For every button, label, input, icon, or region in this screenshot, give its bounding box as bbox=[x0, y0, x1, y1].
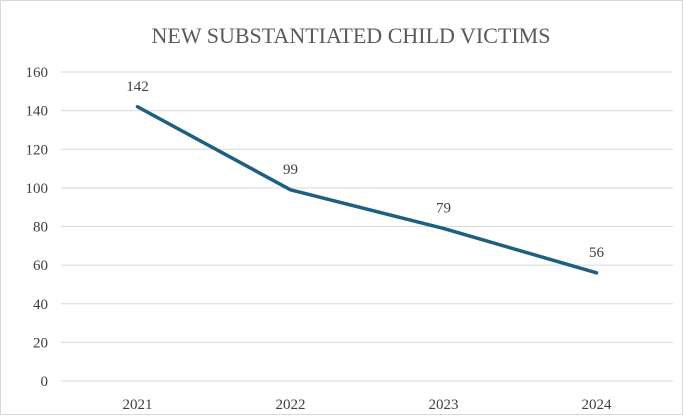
data-point bbox=[136, 105, 139, 109]
x-tick-label: 2023 bbox=[429, 397, 459, 413]
y-tick-label: 40 bbox=[33, 297, 48, 313]
data-label: 56 bbox=[589, 245, 605, 261]
y-tick-label: 140 bbox=[26, 104, 49, 120]
gridlines bbox=[61, 71, 673, 382]
x-tick-label: 2022 bbox=[276, 397, 306, 413]
data-label: 99 bbox=[283, 162, 298, 178]
y-axis-tick-labels: 0 20 40 60 80 100 120 140 160 bbox=[26, 65, 49, 390]
data-label: 79 bbox=[436, 200, 451, 216]
data-label: 142 bbox=[126, 79, 149, 95]
series-layer bbox=[135, 105, 599, 275]
y-tick-label: 20 bbox=[33, 335, 48, 351]
y-tick-label: 80 bbox=[33, 220, 48, 236]
y-tick-label: 160 bbox=[26, 65, 49, 81]
y-tick-label: 120 bbox=[26, 142, 49, 158]
y-tick-label: 0 bbox=[41, 374, 49, 390]
y-tick-label: 60 bbox=[33, 258, 48, 274]
y-tick-label: 100 bbox=[26, 181, 49, 197]
chart-title: NEW SUBSTANTIATED CHILD VICTIMS bbox=[152, 23, 551, 48]
x-tick-label: 2021 bbox=[123, 397, 153, 413]
data-point bbox=[595, 271, 598, 275]
data-point bbox=[289, 188, 292, 192]
series-line bbox=[135, 105, 599, 275]
x-tick-label: 2024 bbox=[582, 397, 613, 413]
data-point bbox=[442, 226, 445, 230]
x-axis-tick-labels: 2021 2022 2023 2024 bbox=[123, 397, 613, 413]
data-labels: 142 99 79 56 bbox=[126, 79, 604, 261]
